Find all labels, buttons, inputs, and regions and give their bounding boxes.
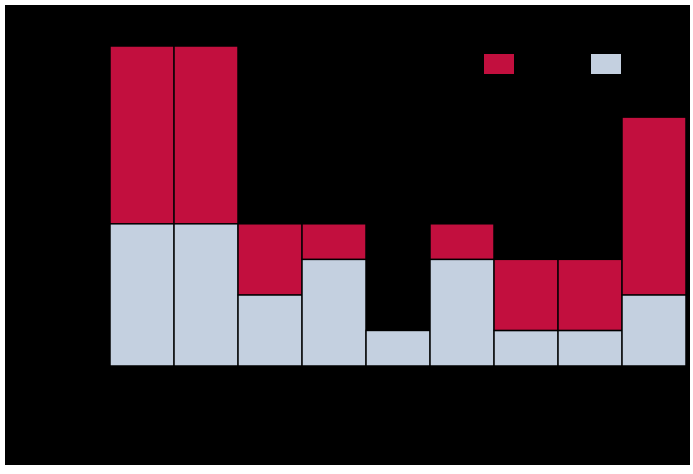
- bar-series-2-cat-9: [621, 116, 687, 296]
- bar-series-2-cat-4: [301, 223, 367, 261]
- bar-series-1-cat-6: [429, 258, 495, 367]
- bar-series-2-cat-3: [237, 223, 303, 296]
- bar-series-1-cat-9: [621, 294, 687, 367]
- bar-series-2-cat-6: [429, 223, 495, 261]
- legend-swatch-1: [484, 54, 514, 74]
- bars-group: [109, 45, 687, 367]
- bar-series-2-cat-1: [109, 45, 175, 225]
- bar-series-1-cat-3: [237, 294, 303, 367]
- bar-series-1-cat-8: [557, 329, 623, 367]
- bar-series-1-cat-4: [301, 258, 367, 367]
- bar-series-2-cat-2: [173, 45, 239, 225]
- bar-series-2-cat-8: [557, 258, 623, 332]
- bar-series-1-cat-7: [493, 329, 559, 367]
- legend-swatch-2: [591, 54, 621, 74]
- bar-series-1-cat-1: [109, 223, 175, 367]
- legend: [484, 54, 621, 74]
- bar-series-1-cat-5: [365, 329, 431, 367]
- bar-series-2-cat-7: [493, 258, 559, 332]
- bar-series-1-cat-2: [173, 223, 239, 367]
